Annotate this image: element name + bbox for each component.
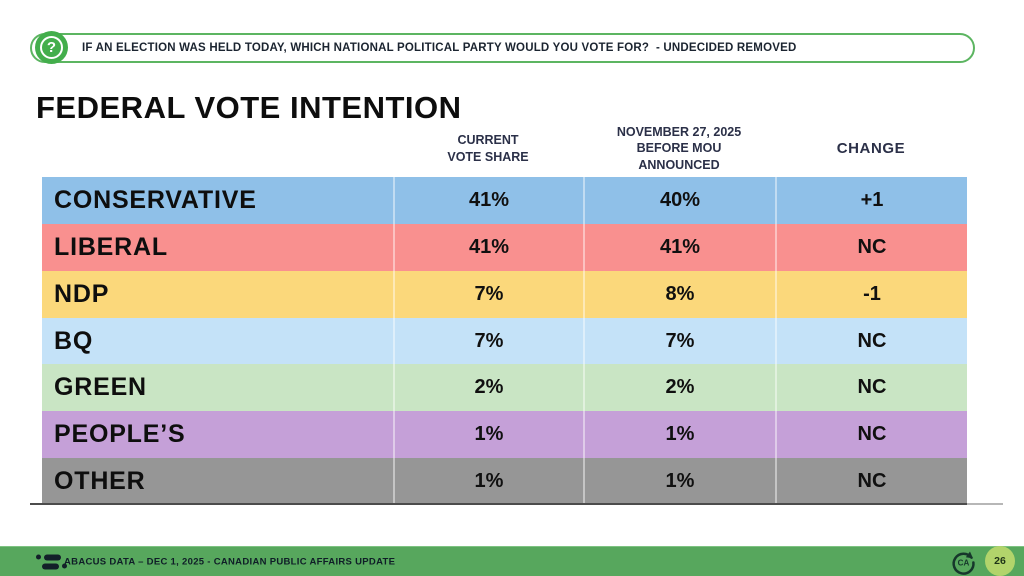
current-vote-share: 7%	[393, 270, 583, 318]
ca-badge-label: CA	[958, 559, 970, 568]
footer-source-text: ABACUS DATA – DEC 1, 2025 - CANADIAN PUB…	[64, 556, 396, 567]
logo-bar	[44, 554, 61, 560]
change-value: NC	[775, 364, 967, 412]
logo-row	[36, 554, 67, 560]
column-header-change: CHANGE	[836, 139, 906, 157]
party-name: NDP	[54, 279, 110, 308]
change-value: NC	[775, 411, 967, 459]
current-vote-share: 1%	[393, 411, 583, 459]
footer-bar: ABACUS DATA – DEC 1, 2025 - CANADIAN PUB…	[0, 546, 1024, 576]
logo-bar	[42, 563, 59, 569]
logo-dot	[62, 563, 67, 569]
party-name: PEOPLE’S	[54, 420, 186, 449]
page-number-badge: 26	[985, 546, 1015, 576]
logo-row	[36, 563, 67, 569]
current-vote-share: 41%	[393, 223, 583, 271]
current-vote-share: 1%	[393, 458, 583, 506]
table-row-green: GREEN 2% 2% NC	[42, 364, 967, 412]
previous-vote-share: 2%	[583, 364, 775, 412]
question-text: IF AN ELECTION WAS HELD TODAY, WHICH NAT…	[82, 42, 797, 54]
party-column-spacer	[42, 122, 393, 175]
table-row-bq: BQ 7% 7% NC	[42, 317, 967, 365]
table-underline-extension	[967, 503, 1003, 505]
ca-circular-arrow-icon: CA	[952, 551, 975, 575]
party-name: BQ	[54, 326, 94, 355]
question-banner: IF AN ELECTION WAS HELD TODAY, WHICH NAT…	[30, 33, 975, 63]
change-value: NC	[775, 317, 967, 365]
table-underline	[30, 503, 967, 505]
previous-vote-share: 8%	[583, 270, 775, 318]
party-name: GREEN	[54, 373, 147, 402]
question-mark-glyph: ?	[40, 36, 63, 59]
column-header-current-vote-share: CURRENT VOTE SHARE	[447, 133, 529, 164]
previous-vote-share: 7%	[583, 317, 775, 365]
table-row-other: OTHER 1% 1% NC	[42, 458, 967, 506]
page-number: 26	[994, 555, 1006, 567]
current-vote-share: 41%	[393, 177, 583, 224]
previous-vote-share: 41%	[583, 223, 775, 271]
party-name: CONSERVATIVE	[54, 185, 257, 214]
table-row-ndp: NDP 7% 8% -1	[42, 270, 967, 318]
table-row-conservative: CONSERVATIVE 41% 40% +1	[42, 177, 967, 224]
change-value: -1	[775, 270, 967, 318]
previous-vote-share: 1%	[583, 411, 775, 459]
table-row-peoples: PEOPLE’S 1% 1% NC	[42, 411, 967, 459]
current-vote-share: 2%	[393, 364, 583, 412]
vote-intention-table: CONSERVATIVE 41% 40% +1 LIBERAL 41% 41% …	[42, 177, 967, 506]
question-mark-icon: ?	[35, 31, 68, 64]
column-header-previous-vote-share: NOVEMBER 27, 2025 BEFORE MOU ANNOUNCED	[616, 125, 742, 172]
page-title: FEDERAL VOTE INTENTION	[36, 90, 462, 125]
change-value: NC	[775, 458, 967, 506]
party-name: OTHER	[54, 467, 146, 496]
change-value: NC	[775, 223, 967, 271]
logo-dot	[36, 554, 41, 560]
abacus-data-logo-icon	[36, 554, 67, 569]
party-name: LIBERAL	[54, 232, 168, 261]
current-vote-share: 7%	[393, 317, 583, 365]
table-row-liberal: LIBERAL 41% 41% NC	[42, 223, 967, 271]
previous-vote-share: 1%	[583, 458, 775, 506]
previous-vote-share: 40%	[583, 177, 775, 224]
change-value: +1	[775, 177, 967, 224]
table-header: CURRENT VOTE SHARE NOVEMBER 27, 2025 BEF…	[42, 122, 967, 175]
